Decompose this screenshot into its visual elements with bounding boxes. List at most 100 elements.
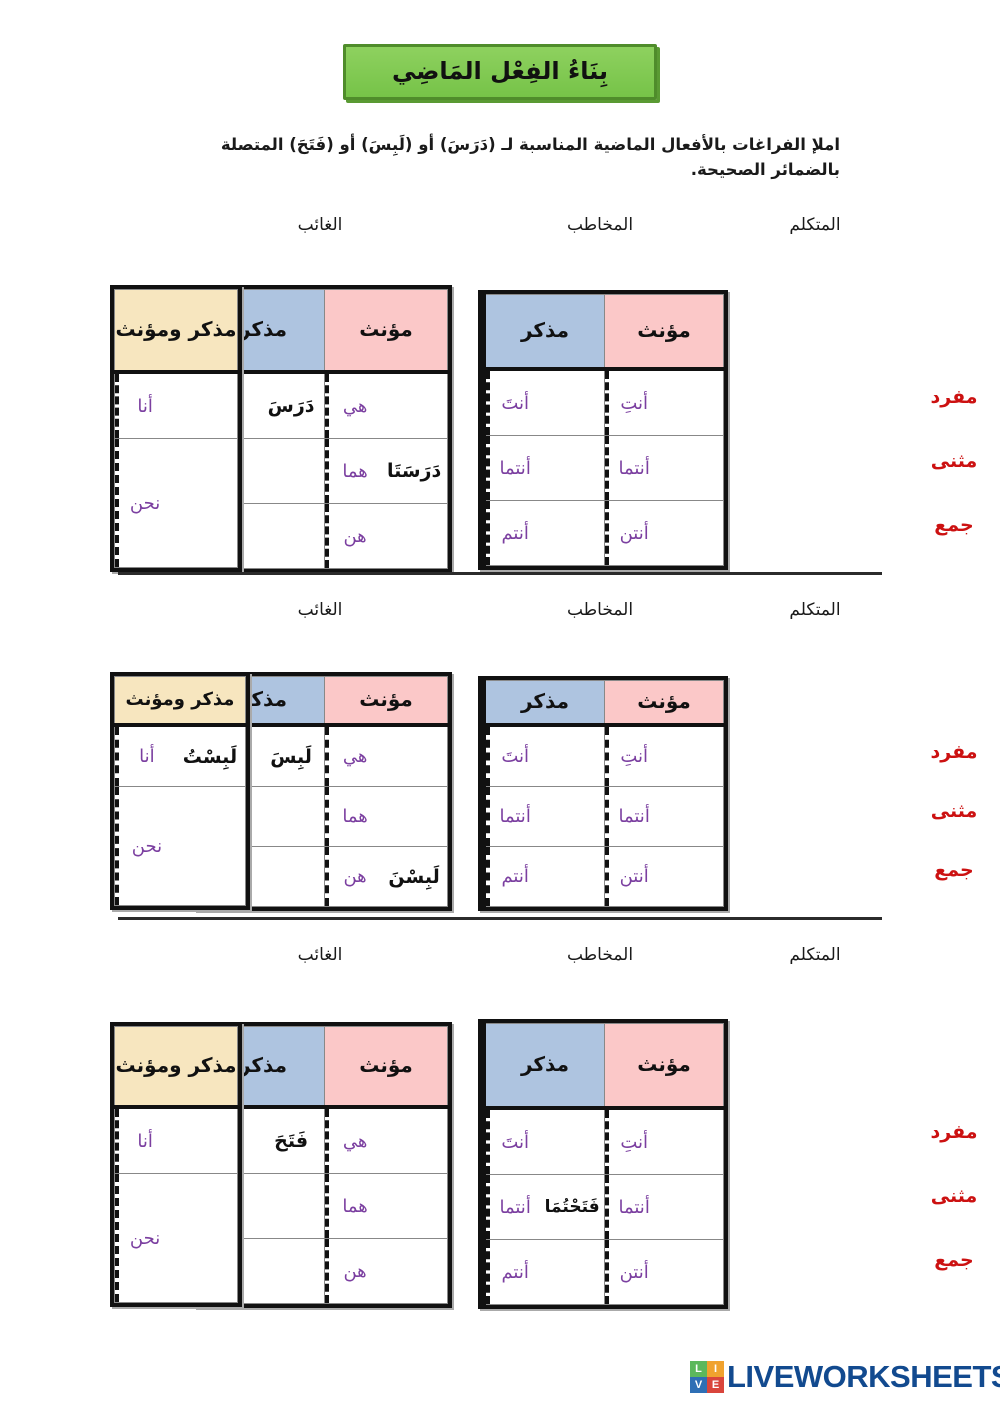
pronoun-label: هن <box>325 504 381 568</box>
answer-blank[interactable] <box>258 1239 324 1303</box>
cell-mutakalim-sing[interactable]: أنا <box>114 1106 238 1174</box>
cell-ghaib-f-sing[interactable]: هي <box>324 724 448 787</box>
row-label-singular: مفرد <box>930 740 978 763</box>
pronoun-label: هما <box>325 439 381 503</box>
pronoun-label: أنتِ <box>605 1110 659 1174</box>
answer-blank[interactable] <box>381 504 447 568</box>
group-label-ghaib: الغائب <box>297 600 343 620</box>
answer-blank[interactable] <box>659 847 723 906</box>
answer-blank[interactable] <box>540 847 604 906</box>
group-label-mukhatab: المخاطب <box>566 600 634 620</box>
answer-blank[interactable] <box>258 847 324 906</box>
pronoun-label: هن <box>325 1239 381 1303</box>
cell-ghaib-f-sing[interactable]: هي <box>324 1106 448 1174</box>
cell-mukhatab-f-dual[interactable]: أنتما <box>604 1174 724 1240</box>
answer-blank[interactable] <box>171 1174 237 1302</box>
answer-blank[interactable] <box>540 501 604 565</box>
cell-ghaib-f-plur[interactable]: هن <box>324 503 448 569</box>
cell-mukhatab-m-sing[interactable]: أنتَ <box>482 368 605 436</box>
cell-mutakalim-plur[interactable]: نحن <box>114 438 238 568</box>
header-both-genders: مذكر ومؤنث <box>114 676 246 727</box>
answer-blank[interactable] <box>171 439 237 567</box>
cell-mutakalim-sing[interactable]: أنا <box>114 371 238 439</box>
cell-mukhatab-f-dual[interactable]: أنتما <box>604 786 724 847</box>
cell-mukhatab-f-plur[interactable]: أنتن <box>604 846 724 907</box>
answer-blank[interactable] <box>381 374 447 438</box>
answer-blank[interactable]: لَبِسَ <box>270 745 312 768</box>
answer-blank[interactable] <box>659 727 723 786</box>
cell-mukhatab-f-plur[interactable]: أنتن <box>604 1239 724 1305</box>
instruction-text: املإ الفراغات بالأفعال الماضية المناسبة … <box>220 135 840 179</box>
pronoun-label: هما <box>325 787 381 846</box>
answer-blank[interactable]: دَرَسَ <box>267 395 315 417</box>
answer-blank[interactable] <box>540 436 604 500</box>
group-label-ghaib: الغائب <box>297 215 343 235</box>
cell-mukhatab-f-sing[interactable]: أنتِ <box>604 724 724 787</box>
header-both-genders: مذكر ومؤنث <box>114 1026 238 1109</box>
pronoun-label: هي <box>325 374 381 438</box>
row-label-dual: مثنى <box>930 799 978 822</box>
answer-blank[interactable] <box>659 501 723 565</box>
answer-blank[interactable] <box>659 436 723 500</box>
answer-blank[interactable] <box>381 1174 447 1238</box>
cell-ghaib-f-sing[interactable]: هي <box>324 371 448 439</box>
cell-ghaib-f-dual[interactable]: دَرَسَتَا هما <box>324 438 448 504</box>
answer-blank[interactable] <box>258 439 324 503</box>
cell-mukhatab-m-dual[interactable]: أنتما <box>482 435 605 501</box>
header-masculine: مذكر <box>482 1023 605 1110</box>
answer-blank[interactable]: لَبِسْتُ <box>182 745 238 768</box>
cell-ghaib-f-dual[interactable]: هما <box>324 786 448 847</box>
answer-blank[interactable] <box>381 1109 447 1173</box>
answer-blank[interactable] <box>171 374 237 438</box>
table-row: أنتِ أنتَ <box>482 724 724 787</box>
cell-mutakalim-plur[interactable]: نحن <box>114 1173 238 1303</box>
cell-mukhatab-m-plur[interactable]: أنتم <box>482 500 605 566</box>
cell-mukhatab-f-dual[interactable]: أنتما <box>604 435 724 501</box>
row-label-plural: جمع <box>934 514 974 536</box>
answer-blank[interactable] <box>659 371 723 435</box>
table-row: نحن <box>114 786 246 906</box>
answer-blank[interactable] <box>659 1240 723 1304</box>
answer-blank[interactable] <box>381 1239 447 1303</box>
row-labels-3: مفرد مثنى جمع <box>918 1100 990 1292</box>
answer-blank[interactable] <box>381 727 447 786</box>
table-mukhatab-2: مؤنث مذكر أنتِ أنتَ <box>478 676 728 911</box>
pronoun-label: أنتَ <box>486 371 540 435</box>
answer-blank[interactable] <box>258 1174 324 1238</box>
cell-mutakalim-sing[interactable]: لَبِسْتُ أنا <box>114 724 246 787</box>
cell-ghaib-f-dual[interactable]: هما <box>324 1173 448 1239</box>
answer-blank[interactable] <box>540 371 604 435</box>
cell-mukhatab-f-sing[interactable]: أنتِ <box>604 1107 724 1175</box>
header-both-genders: مذكر ومؤنث <box>114 289 238 374</box>
cell-mutakalim-plur[interactable]: نحن <box>114 786 246 906</box>
answer-blank[interactable] <box>258 787 324 846</box>
answer-blank[interactable] <box>540 727 604 786</box>
answer-blank[interactable] <box>171 1109 237 1173</box>
answer-blank[interactable] <box>659 1175 723 1239</box>
answer-blank[interactable] <box>540 787 604 846</box>
answer-blank[interactable]: دَرَسَتَا <box>386 460 442 482</box>
answer-blank[interactable]: فَتَحْتُمَا <box>544 1197 600 1217</box>
cell-mukhatab-m-plur[interactable]: أنتم <box>482 1239 605 1305</box>
cell-mukhatab-m-sing[interactable]: أنتَ <box>482 724 605 787</box>
group-label-mukhatab: المخاطب <box>566 215 634 235</box>
cell-mukhatab-f-sing[interactable]: أنتِ <box>604 368 724 436</box>
answer-blank[interactable]: فَتَحَ <box>274 1130 309 1152</box>
cell-mukhatab-m-dual[interactable]: أنتما <box>482 786 605 847</box>
cell-mukhatab-f-plur[interactable]: أنتن <box>604 500 724 566</box>
answer-blank[interactable] <box>659 787 723 846</box>
answer-blank[interactable] <box>659 1110 723 1174</box>
answer-blank[interactable] <box>381 787 447 846</box>
answer-blank[interactable] <box>175 787 245 905</box>
cell-mukhatab-m-dual[interactable]: فَتَحْتُمَا أنتما <box>482 1174 605 1240</box>
answer-blank[interactable] <box>540 1240 604 1304</box>
cell-ghaib-f-plur[interactable]: هن <box>324 1238 448 1304</box>
cell-ghaib-f-plur[interactable]: لَبِسْنَ هن <box>324 846 448 907</box>
answer-blank[interactable]: لَبِسْنَ <box>388 865 440 888</box>
answer-blank[interactable] <box>540 1110 604 1174</box>
answer-blank[interactable] <box>258 504 324 568</box>
cell-mukhatab-m-sing[interactable]: أنتَ <box>482 1107 605 1175</box>
cell-mukhatab-m-plur[interactable]: أنتم <box>482 846 605 907</box>
group-label-row-2: الغائب المخاطب المتكلم <box>0 600 1000 632</box>
page-title: بِنَاءُ الفِعْل المَاضِي <box>391 57 609 85</box>
